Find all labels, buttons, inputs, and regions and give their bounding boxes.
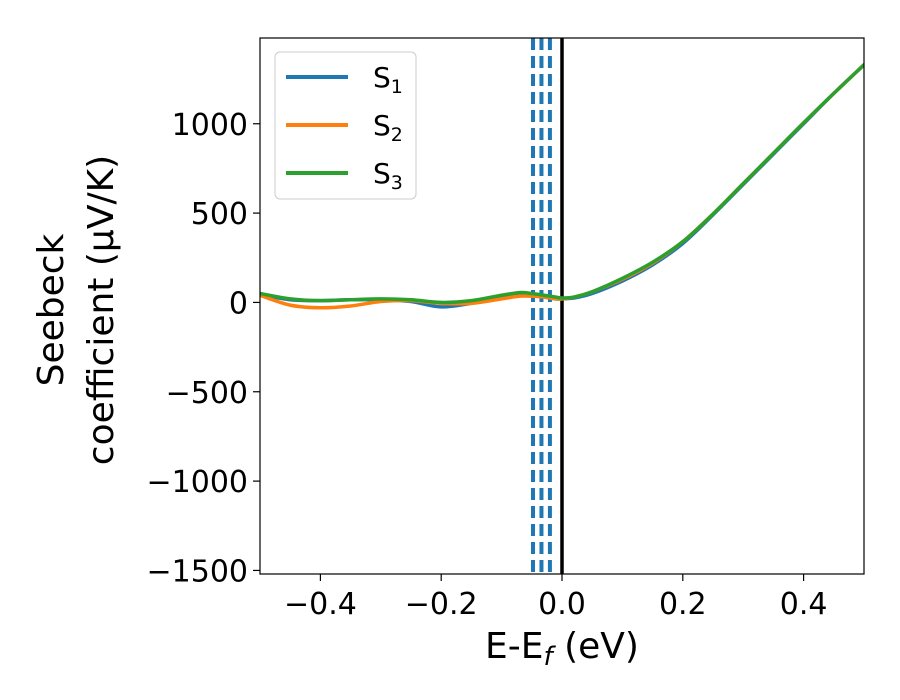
vertical-reference-lines <box>531 38 564 574</box>
x-tick-label: 0.2 <box>659 587 707 622</box>
y-tick-label: 0 <box>229 286 248 321</box>
plot-area <box>260 38 864 574</box>
y-tick-label: 1000 <box>172 108 248 143</box>
x-axis-label: E-Ef (eV) <box>485 626 639 672</box>
series-lines <box>260 63 864 310</box>
x-tick-label: 0.0 <box>538 587 586 622</box>
x-axis-ticks: −0.4 −0.2 0.0 0.2 0.4 <box>284 574 827 622</box>
legend-label-s3: S3 <box>373 157 403 194</box>
y-tick-label: 500 <box>191 197 248 232</box>
y-tick-label: −1500 <box>147 554 248 589</box>
x-tick-label: −0.2 <box>405 587 478 622</box>
y-axis-ticks: −1500 −1000 −500 0 500 1000 <box>147 108 260 589</box>
legend: S1 S2 S3 <box>274 51 417 200</box>
series-line-s3 <box>260 63 864 305</box>
y-tick-label: −1000 <box>147 465 248 500</box>
y-tick-label: −500 <box>166 376 248 411</box>
x-tick-label: 0.4 <box>780 587 828 622</box>
y-axis-label: Seebeck coefficient (μV/K) <box>31 155 122 465</box>
legend-label-s1: S1 <box>373 61 403 98</box>
y-axis-label-line2: coefficient (μV/K) <box>81 155 122 465</box>
y-axis-label-line1: Seebeck <box>31 233 72 386</box>
legend-label-s2: S2 <box>373 109 403 146</box>
x-tick-label: −0.4 <box>284 587 357 622</box>
